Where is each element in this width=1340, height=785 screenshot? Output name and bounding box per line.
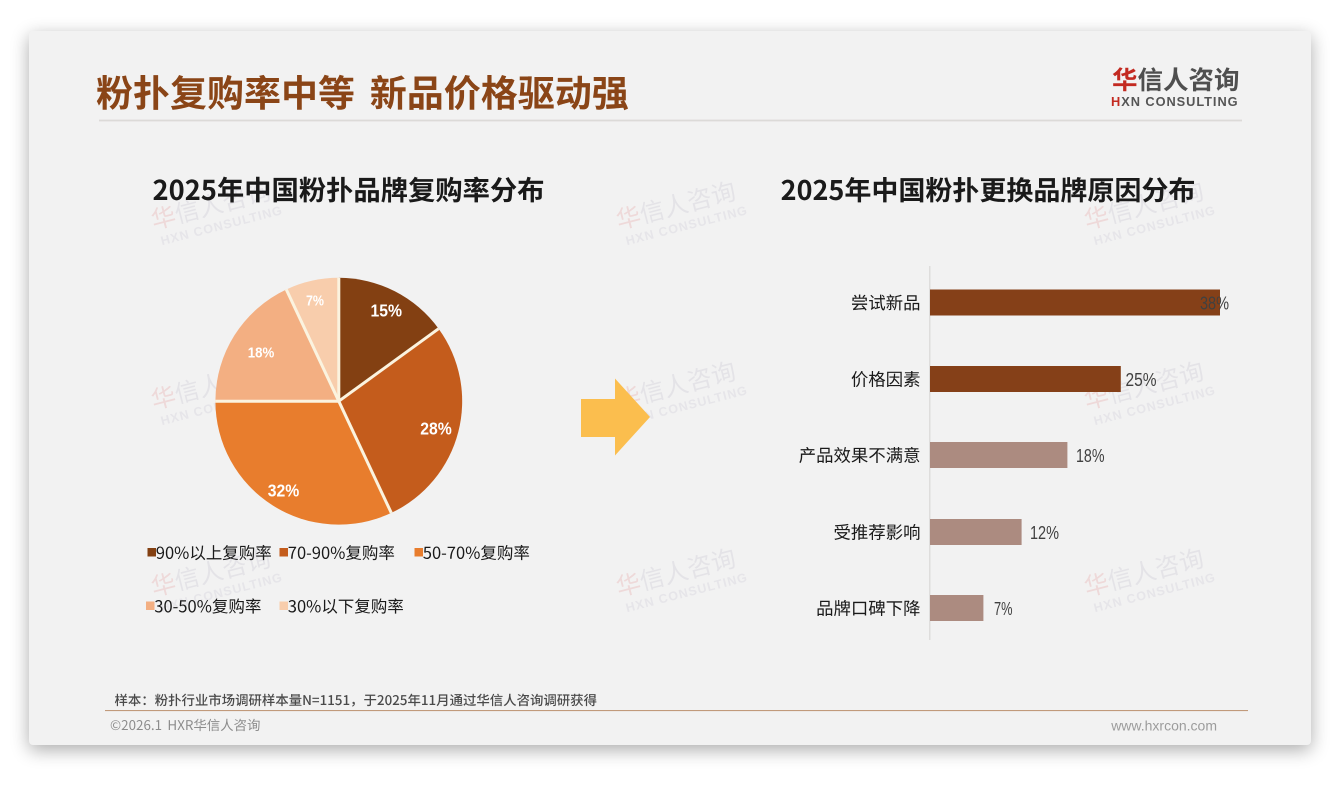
svg-text:12%: 12%: [1030, 523, 1059, 543]
svg-text:25%: 25%: [1126, 370, 1157, 390]
svg-text:18%: 18%: [1076, 446, 1105, 466]
svg-text:28%: 28%: [420, 419, 452, 439]
svg-text:7%: 7%: [994, 599, 1013, 619]
svg-text:38%: 38%: [1200, 293, 1229, 313]
svg-text:HXN CONSULTING: HXN CONSULTING: [1111, 94, 1239, 109]
svg-text:18%: 18%: [248, 345, 275, 362]
svg-text:15%: 15%: [370, 301, 402, 321]
svg-text:www.hxrcon.com: www.hxrcon.com: [1110, 718, 1217, 734]
svg-text:7%: 7%: [306, 293, 324, 310]
svg-text:32%: 32%: [268, 481, 300, 501]
